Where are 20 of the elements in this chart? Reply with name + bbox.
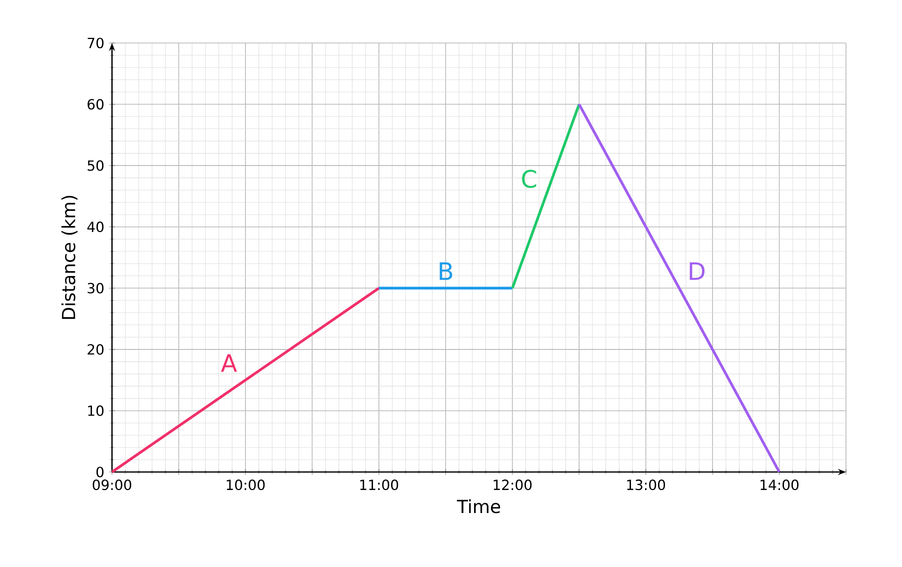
series-label: D: [690, 262, 705, 280]
y-tick-label: 30: [88, 282, 104, 294]
y-axis-title: Distance (km): [61, 196, 78, 319]
y-tick-label: 60: [88, 98, 104, 110]
y-tick-label: 10: [88, 405, 104, 416]
y-tick-label: 20: [88, 344, 104, 355]
x-tick-label: 10:00: [226, 480, 265, 490]
y-tick-label: 40: [87, 222, 104, 232]
y-tick-label: 0: [96, 466, 104, 478]
series-label: B: [440, 262, 452, 280]
y-tick-label: 70: [88, 38, 104, 48]
x-axis-title: Time: [456, 499, 500, 514]
x-tick-label: 13:00: [627, 480, 666, 490]
series-label: C: [522, 170, 536, 188]
y-tick-label: 50: [88, 160, 104, 171]
series-label: A: [220, 354, 237, 372]
x-tick-label: 12:00: [494, 480, 532, 490]
x-tick-label: 09:00: [92, 480, 132, 490]
x-tick-label: 11:00: [360, 480, 398, 490]
x-tick-label: 14:00: [760, 480, 799, 490]
